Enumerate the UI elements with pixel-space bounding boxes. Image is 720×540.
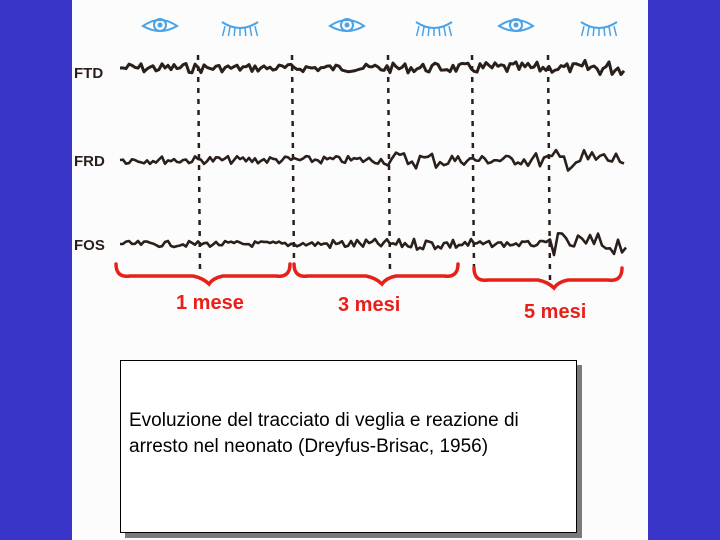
period-label-3: 5 mesi [524, 301, 586, 323]
eye-closed-icon [580, 21, 618, 37]
channel-label-ftd: FTD [74, 65, 103, 82]
event-markers [196, 54, 552, 281]
trace-frd [119, 148, 625, 172]
caption-text: Evoluzione del tracciato di veglia e rea… [129, 410, 519, 457]
eye-closed-icon [221, 21, 259, 37]
period-brackets [114, 262, 624, 291]
trace-ftd [119, 59, 626, 76]
event-marker [386, 54, 392, 276]
eye-open-icon [497, 18, 535, 32]
bracket-5-mesi [472, 266, 624, 291]
eye-closed-icon [415, 21, 453, 37]
eye-open-icon [328, 18, 366, 32]
eye-open-icon [141, 18, 179, 32]
eeg-drawing: FTD FRD FOS 1 mese 3 mesi 5 mesi [74, 18, 627, 323]
bracket-3-mesi [292, 262, 460, 287]
event-marker [196, 54, 202, 271]
bracket-1-mese [114, 262, 292, 287]
period-label-2: 3 mesi [338, 294, 400, 316]
period-label-1: 1 mese [176, 292, 244, 314]
event-marker [470, 54, 476, 271]
channel-label-frd: FRD [74, 153, 105, 170]
caption-box: Evoluzione del tracciato di veglia e rea… [120, 360, 577, 533]
channel-label-fos: FOS [74, 237, 105, 254]
event-marker [290, 54, 296, 266]
event-marker [546, 54, 552, 281]
eye-row [141, 18, 618, 37]
